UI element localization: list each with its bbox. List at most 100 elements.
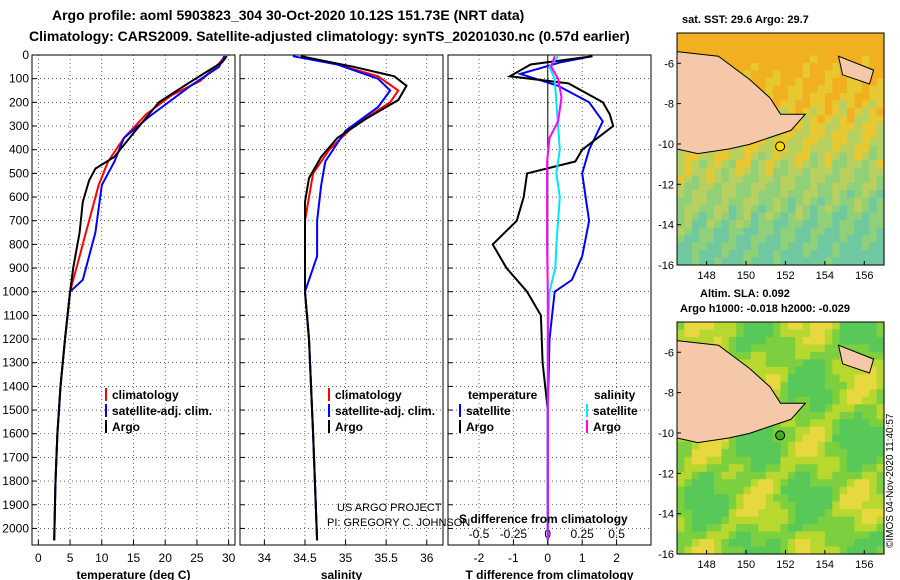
map-cell: [861, 167, 870, 176]
map-cell: [714, 449, 722, 458]
map-cell: [824, 539, 833, 548]
map-cell: [817, 190, 826, 199]
map-cell: [869, 212, 878, 221]
map-cell: [706, 337, 715, 346]
map-cell: [832, 539, 841, 548]
map-cell: [765, 70, 774, 79]
map-cell: [795, 539, 804, 548]
map-cell: [810, 55, 819, 64]
map-cell: [810, 48, 819, 57]
map-cell: [802, 257, 811, 266]
map-cell: [824, 182, 833, 191]
x-tick-label: 0: [544, 551, 551, 565]
map-cell: [861, 48, 870, 57]
map-cell: [699, 257, 708, 266]
map-cell: [699, 464, 708, 473]
map-cell: [869, 426, 878, 435]
map-cell: [817, 322, 826, 331]
legend-climatology: climatology: [335, 388, 402, 402]
map-cell: [876, 471, 885, 480]
map-cell: [847, 426, 855, 435]
map-cell: [869, 322, 878, 331]
map-cell: [787, 456, 796, 465]
map-cell: [869, 494, 878, 503]
map-cell: [795, 175, 804, 184]
map-cell: [787, 77, 796, 86]
map-cell: [780, 55, 789, 64]
map-cell: [743, 329, 752, 338]
map-cell: [765, 471, 774, 480]
map-cell: [847, 509, 855, 518]
map-cell: [787, 227, 796, 236]
map-cell: [743, 220, 752, 229]
map-cell: [780, 227, 789, 236]
map-cell: [736, 235, 745, 244]
map-cell: [824, 70, 833, 79]
map-cell: [869, 351, 878, 360]
map-cell: [832, 411, 841, 420]
map-y-tick-label: -10: [658, 428, 674, 440]
map-cell: [817, 381, 826, 390]
map-cell: [876, 182, 885, 191]
map-cell: [802, 449, 811, 458]
map-cell: [832, 77, 841, 86]
map-x-tick-label: 154: [816, 559, 834, 571]
map-cell: [847, 85, 855, 94]
map-cell: [706, 546, 715, 555]
map-cell: [765, 235, 774, 244]
map-cell: [839, 33, 848, 42]
map-cell: [684, 456, 693, 465]
map-cell: [706, 175, 715, 184]
map-cell: [721, 152, 730, 161]
x-tick-label: 15: [127, 551, 141, 565]
map-cell: [765, 516, 774, 525]
map-cell: [750, 546, 759, 555]
map-cell: [765, 486, 774, 495]
land-new-guinea: [676, 340, 807, 444]
map-cell: [699, 182, 708, 191]
map-cell: [765, 55, 774, 64]
map-cell: [869, 441, 878, 450]
map-cell: [758, 337, 767, 346]
map-cell: [869, 250, 878, 259]
map-cell: [714, 235, 722, 244]
map-cell: [810, 145, 819, 154]
map-cell: [750, 471, 759, 480]
map-cell: [684, 167, 693, 176]
map-cell: [847, 389, 855, 398]
map-cell: [691, 509, 700, 518]
map-cell: [765, 190, 774, 199]
legend-temp-satellite: satellite: [466, 404, 511, 418]
map-cell: [780, 449, 789, 458]
map-cell: [758, 426, 767, 435]
map-cell: [684, 531, 693, 540]
map-cell: [817, 501, 826, 510]
map-cell: [869, 137, 878, 146]
map-cell: [699, 212, 708, 221]
map-cell: [802, 419, 811, 428]
map-cell: [839, 85, 848, 94]
map-cell: [706, 322, 715, 331]
map-cell: [787, 197, 796, 206]
map-cell: [802, 329, 811, 338]
map-cell: [802, 404, 811, 413]
map-cell: [847, 130, 855, 139]
depth-tick-label: 1900: [2, 498, 29, 512]
map-cell: [773, 449, 782, 458]
map-cell: [810, 471, 819, 480]
map-cell: [876, 152, 885, 161]
map-cell: [795, 242, 804, 251]
map-cell: [839, 107, 848, 116]
map-cell: [839, 539, 848, 548]
map-cell: [714, 257, 722, 266]
map-cell: [721, 456, 730, 465]
map-cell: [876, 501, 885, 510]
map-cell: [839, 257, 848, 266]
series-satellite-adj-clim-: [53, 55, 226, 541]
map-cell: [706, 182, 715, 191]
map-cell: [795, 62, 804, 71]
map-cell: [714, 167, 722, 176]
map-cell: [847, 250, 855, 259]
map-cell: [773, 494, 782, 503]
